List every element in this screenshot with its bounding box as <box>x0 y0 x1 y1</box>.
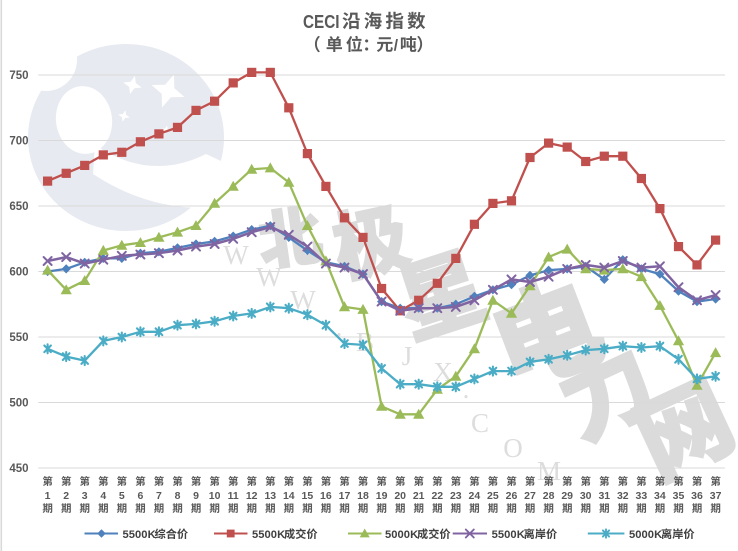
svg-text:0: 0 <box>510 529 516 541</box>
svg-text:650: 650 <box>9 201 28 213</box>
svg-text:33: 33 <box>636 490 648 502</box>
svg-text:10: 10 <box>209 490 221 502</box>
svg-text:27: 27 <box>524 490 536 502</box>
svg-text:0: 0 <box>391 529 397 541</box>
svg-text:13: 13 <box>264 490 276 502</box>
svg-text:550: 550 <box>9 332 28 344</box>
svg-text:700: 700 <box>9 136 28 148</box>
svg-text:/: / <box>394 38 399 55</box>
svg-text:4: 4 <box>100 490 106 502</box>
svg-text:34: 34 <box>654 490 666 502</box>
svg-text:5: 5 <box>492 529 498 541</box>
svg-text:5: 5 <box>629 529 635 541</box>
svg-text:CECI: CECI <box>303 11 340 32</box>
svg-text:26: 26 <box>506 490 518 502</box>
svg-text:18: 18 <box>357 490 369 502</box>
svg-text:0: 0 <box>135 529 141 541</box>
svg-text:K: K <box>410 529 418 541</box>
svg-text:0: 0 <box>265 529 271 541</box>
svg-text:31: 31 <box>598 490 610 502</box>
svg-text:22: 22 <box>431 490 443 502</box>
svg-text:6: 6 <box>137 490 143 502</box>
svg-text:.: . <box>463 374 470 404</box>
svg-text:W: W <box>223 240 249 270</box>
svg-text:K: K <box>654 529 662 541</box>
svg-text:16: 16 <box>320 490 332 502</box>
svg-text:X: X <box>433 357 453 387</box>
svg-text:W: W <box>256 262 282 292</box>
svg-text:25: 25 <box>487 490 499 502</box>
svg-text:15: 15 <box>302 490 314 502</box>
svg-text:3: 3 <box>82 490 88 502</box>
svg-text:750: 750 <box>9 70 28 82</box>
svg-text:K: K <box>148 529 156 541</box>
svg-text:29: 29 <box>561 490 573 502</box>
svg-text:32: 32 <box>617 490 629 502</box>
svg-text:.: . <box>336 312 343 342</box>
svg-text:600: 600 <box>9 267 28 279</box>
svg-text:5: 5 <box>258 529 264 541</box>
svg-text:5: 5 <box>498 529 504 541</box>
svg-text:20: 20 <box>394 490 406 502</box>
svg-text:0: 0 <box>271 529 277 541</box>
svg-text:5: 5 <box>123 529 129 541</box>
svg-text:11: 11 <box>228 490 239 502</box>
svg-text:23: 23 <box>450 490 462 502</box>
svg-text:500: 500 <box>9 398 28 410</box>
svg-text:14: 14 <box>283 490 295 502</box>
svg-text:0: 0 <box>398 529 404 541</box>
svg-text:7: 7 <box>156 490 162 502</box>
svg-text:0: 0 <box>635 529 641 541</box>
svg-text:8: 8 <box>175 490 181 502</box>
svg-text:K: K <box>277 529 285 541</box>
svg-text:2: 2 <box>63 490 69 502</box>
svg-text:35: 35 <box>673 490 685 502</box>
svg-text:28: 28 <box>543 490 555 502</box>
svg-text:0: 0 <box>648 529 654 541</box>
svg-text:17: 17 <box>339 490 351 502</box>
svg-text:5: 5 <box>129 529 135 541</box>
svg-text:5: 5 <box>252 529 258 541</box>
svg-text:0: 0 <box>504 529 510 541</box>
svg-text:J: J <box>402 341 413 371</box>
svg-text:19: 19 <box>376 490 388 502</box>
svg-text:C: C <box>471 408 489 438</box>
svg-text:24: 24 <box>469 490 481 502</box>
svg-text:5: 5 <box>119 490 125 502</box>
svg-text:0: 0 <box>404 529 410 541</box>
svg-text:0: 0 <box>642 529 648 541</box>
svg-text:30: 30 <box>580 490 592 502</box>
svg-text:1: 1 <box>45 490 51 502</box>
svg-text:O: O <box>503 433 523 463</box>
svg-text:36: 36 <box>691 490 703 502</box>
svg-text:21: 21 <box>413 490 425 502</box>
svg-text:0: 0 <box>141 529 147 541</box>
svg-text:9: 9 <box>193 490 199 502</box>
svg-text:K: K <box>517 529 525 541</box>
svg-text:5: 5 <box>385 529 391 541</box>
svg-text:12: 12 <box>246 490 258 502</box>
svg-text:450: 450 <box>9 463 28 475</box>
svg-text:37: 37 <box>710 490 722 502</box>
